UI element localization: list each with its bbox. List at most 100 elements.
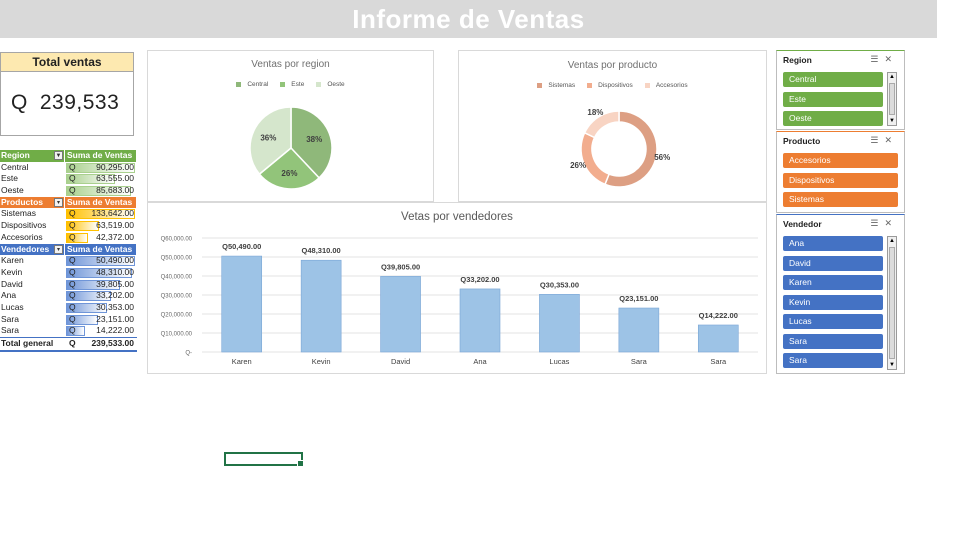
- pivot-value: 133,642.00: [91, 208, 134, 219]
- pivot-row-label: Sara: [1, 313, 19, 324]
- bar-data-label: Q48,310.00: [302, 246, 341, 255]
- multi-select-icon[interactable]: ☰: [870, 218, 885, 228]
- multi-select-icon[interactable]: ☰: [870, 135, 885, 145]
- data-bar: [66, 302, 108, 313]
- legend-swatch: [644, 82, 650, 88]
- chart-title: Vetas por vendedores: [401, 211, 513, 223]
- slicer-item-este[interactable]: Este: [783, 91, 883, 107]
- multi-select-icon[interactable]: ☰: [870, 54, 885, 64]
- clear-filter-icon[interactable]: ✕: [884, 218, 898, 228]
- pivot-table: Region ▼ Suma de Ventas Central Q 90,295.00 Es…: [0, 150, 137, 352]
- scroll-up-icon[interactable]: ▲: [889, 74, 895, 80]
- legend-label: Oeste: [327, 81, 345, 88]
- bar-data-label: Q23,151.00: [619, 294, 658, 303]
- pivot-data-row: David Q 39,805.00: [0, 279, 137, 291]
- data-bar: [66, 279, 121, 290]
- filter-active-icon[interactable]: ▾: [54, 197, 63, 207]
- pivot-data-row: Lucas Q 30,353.00: [0, 302, 137, 314]
- total-sales-label: Total ventas: [1, 53, 133, 72]
- data-bar: [66, 267, 133, 278]
- dropdown-arrow-icon[interactable]: ▼: [54, 151, 63, 160]
- slicer-item-sara[interactable]: Sara: [783, 353, 883, 368]
- data-bar: [66, 314, 98, 325]
- product-slicer[interactable]: Producto ☰✕ Accesorios Dispositivos Sistemas: [776, 131, 905, 213]
- pivot-row-label: Central: [1, 161, 29, 172]
- slicer-item-ana[interactable]: Ana: [783, 236, 883, 251]
- selected-cell[interactable]: [224, 452, 304, 467]
- x-tick-label: Karen: [232, 357, 252, 366]
- fill-handle[interactable]: [297, 460, 304, 467]
- slicer-item-central[interactable]: Central: [783, 72, 883, 87]
- pivot-currency: Q: [69, 313, 76, 324]
- clear-filter-icon[interactable]: ✕: [884, 135, 898, 145]
- slicer-item-sistemas[interactable]: Sistemas: [783, 192, 898, 207]
- pie-slice[interactable]: [583, 110, 620, 139]
- pie-slice[interactable]: [580, 131, 611, 186]
- pivot-row-label: Kevin: [1, 266, 23, 277]
- pivot-header-row: Productos ▾ Suma de Ventas: [0, 196, 137, 209]
- clear-filter-icon[interactable]: ✕: [884, 54, 898, 64]
- data-bar: [66, 186, 132, 197]
- pivot-row-label: Oeste: [1, 185, 24, 196]
- data-bar: [66, 221, 99, 232]
- slicer-item-kevin[interactable]: Kevin: [783, 294, 883, 310]
- scroll-down-icon[interactable]: ▼: [889, 118, 895, 124]
- slicer-item-lucas[interactable]: Lucas: [783, 314, 883, 329]
- pivot-row-label: Ana: [1, 290, 17, 301]
- pie-slice[interactable]: [290, 106, 333, 179]
- legend-label: Sistemas: [548, 82, 576, 89]
- seller-slicer[interactable]: Vendedor ☰✕ Ana David Karen Kevin Lucas Sara Sar…: [776, 214, 905, 374]
- legend-item: Dispositivos: [584, 82, 636, 89]
- pie-slice[interactable]: [249, 106, 292, 176]
- legend-swatch: [236, 81, 242, 87]
- slicer-item-karen[interactable]: Karen: [783, 275, 883, 290]
- pivot-value: 42,372.00: [96, 231, 134, 242]
- pivot-data-row: Accesorios Q 42,372.00: [0, 232, 137, 244]
- y-tick-label: Q30,000.00: [161, 294, 193, 300]
- scroll-down-icon[interactable]: ▼: [889, 362, 895, 368]
- slicer-item-dispositivos[interactable]: Dispositivos: [783, 172, 898, 188]
- slicer-scrollbar[interactable]: ▲ ▼: [887, 72, 897, 126]
- pivot-currency: Q: [69, 290, 76, 301]
- scroll-thumb[interactable]: [889, 247, 895, 359]
- legend-label: Central: [247, 81, 269, 88]
- pivot-value: 48,310.00: [96, 266, 134, 277]
- legend-swatch: [587, 82, 593, 88]
- slicer-toolbar: ☰✕: [870, 218, 898, 229]
- y-tick-label: Q50,000.00: [161, 256, 193, 262]
- region-pie-chart[interactable]: Ventas por region Central Este Oeste 38% 26…: [147, 50, 434, 202]
- bar[interactable]: [221, 255, 263, 353]
- slicer-scrollbar[interactable]: ▲ ▼: [887, 236, 897, 370]
- slicer-item-accesorios[interactable]: Accesorios: [783, 153, 898, 168]
- filter-active-icon[interactable]: ▾: [54, 244, 63, 254]
- pivot-value-header: Suma de Ventas: [65, 243, 136, 256]
- y-tick-label: Q10,000.00: [161, 332, 193, 338]
- slice-label: 26%: [570, 161, 586, 170]
- sellers-bar-chart[interactable]: Vetas por vendedores Q- Q10,000.00 Q20,000…: [147, 202, 767, 374]
- slicer-item-david[interactable]: David: [783, 255, 883, 271]
- bar[interactable]: [697, 324, 739, 353]
- bar-data-label: Q14,222.00: [699, 311, 738, 320]
- pivot-data-row: Central Q 90,295.00: [0, 162, 137, 174]
- scroll-thumb[interactable]: [889, 83, 895, 115]
- slicer-item-sara[interactable]: Sara: [783, 333, 883, 349]
- scroll-up-icon[interactable]: ▲: [889, 238, 895, 244]
- bar[interactable]: [459, 288, 501, 353]
- pivot-total-row: Total general Q 239,533.00: [0, 337, 137, 352]
- pivot-value: 30,353.00: [96, 301, 134, 312]
- pivot-data-row: Sara Q 23,151.00: [0, 314, 137, 326]
- bar[interactable]: [618, 307, 660, 353]
- data-bar: [66, 162, 135, 173]
- pivot-row-label: Accesorios: [1, 231, 43, 242]
- region-slicer[interactable]: Region ☰✕ Central Este Oeste ▲ ▼: [776, 50, 905, 130]
- bar[interactable]: [380, 276, 421, 353]
- pivot-currency: Q: [69, 173, 76, 184]
- product-doughnut-chart[interactable]: Ventas por producto Sistemas Dispositivos…: [458, 50, 767, 202]
- slicer-item-oeste[interactable]: Oeste: [783, 111, 883, 126]
- bar[interactable]: [300, 259, 342, 353]
- pie-slice[interactable]: [604, 110, 658, 188]
- bar[interactable]: [539, 294, 580, 353]
- pivot-header-label: Productos: [1, 196, 44, 207]
- slicer-title: Vendedor: [783, 219, 822, 229]
- pie-slice[interactable]: [258, 146, 321, 190]
